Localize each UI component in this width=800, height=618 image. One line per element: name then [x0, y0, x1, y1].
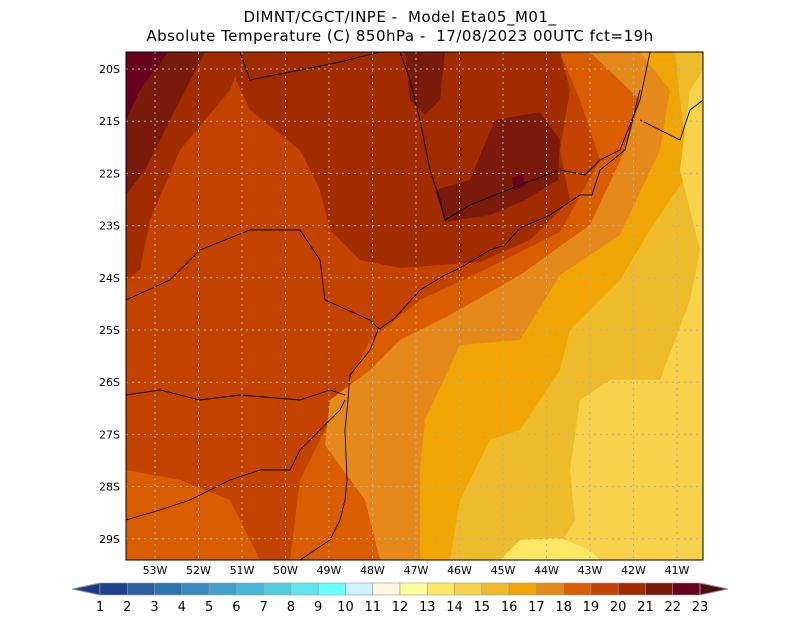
- contour-22-23-spot: [512, 174, 526, 190]
- contour-14-15: [550, 70, 703, 560]
- colorbar-swatch: [290, 582, 319, 596]
- lat-label: 21S: [99, 115, 120, 128]
- colorbar-label: 17: [528, 600, 545, 615]
- title-line-1: DIMNT/CGCT/INPE - Model Eta05_M01_: [243, 8, 557, 26]
- colorbar-label: 18: [555, 600, 572, 615]
- colorbar-label: 20: [610, 600, 627, 615]
- colorbar-swatch: [372, 582, 401, 596]
- colorbar-swatch: [454, 582, 483, 596]
- state-border: [399, 52, 651, 221]
- colorbar-label: 14: [446, 600, 463, 615]
- colorbar-swatch: [99, 582, 128, 596]
- state-border: [126, 389, 346, 401]
- colorbar-label: 8: [287, 600, 295, 615]
- colorbar-label: 9: [314, 600, 322, 615]
- lon-label: 52W: [186, 564, 211, 577]
- colorbar-swatch: [672, 582, 701, 596]
- coastline: [126, 52, 703, 560]
- colorbar-label: 2: [123, 600, 131, 615]
- colorbar-swatch: [563, 582, 592, 596]
- colorbar-label: 21: [637, 600, 654, 615]
- title-line-2: Absolute Temperature (C) 850hPa - 17/08/…: [146, 27, 654, 45]
- lon-label: 53W: [143, 564, 168, 577]
- colorbar-swatch: [536, 582, 564, 596]
- colorbar-label: 19: [583, 600, 600, 615]
- lat-label: 27S: [99, 428, 120, 441]
- lat-label: 25S: [99, 324, 120, 337]
- lon-label: 42W: [621, 564, 646, 577]
- lat-label: 29S: [99, 533, 120, 546]
- colorbar-swatch: [645, 582, 674, 596]
- colorbar-label: 7: [259, 600, 267, 615]
- colorbar-swatch: [236, 582, 264, 596]
- state-border: [639, 99, 703, 141]
- colorbar-swatch: [345, 582, 374, 596]
- lon-label: 48W: [360, 564, 385, 577]
- colorbar-label: 6: [232, 600, 240, 615]
- colorbar-swatch: [508, 582, 537, 596]
- colorbar-label: 4: [178, 600, 186, 615]
- lon-label: 44W: [534, 564, 559, 577]
- lon-label: 51W: [230, 564, 255, 577]
- lon-label: 43W: [578, 564, 603, 577]
- colorbar-label: 22: [664, 600, 681, 615]
- contour-13-14: [500, 538, 600, 560]
- colorbar-swatch: [126, 582, 155, 596]
- contour-22-23: [126, 52, 168, 120]
- colorbar-swatch: [617, 582, 646, 596]
- graticule: [126, 52, 703, 560]
- lat-label: 26S: [99, 376, 120, 389]
- colorbar-low-arrow: [71, 582, 101, 596]
- colorbar-label: 1: [96, 600, 104, 615]
- colorbar-label: 23: [692, 600, 709, 615]
- colorbar: 1 2 3 4 5 6 7 8 9 10 11 12 13 14 15 16 17 18 19 20 21 22 23: [71, 582, 729, 615]
- colorbar-label: 13: [419, 600, 436, 615]
- lat-label: 20S: [99, 63, 120, 76]
- lon-label: 45W: [491, 564, 516, 577]
- colorbar-swatch: [399, 582, 428, 596]
- lon-label: 41W: [665, 564, 690, 577]
- state-border: [126, 229, 381, 331]
- colorbar-swatch: [590, 582, 619, 596]
- lon-label: 47W: [404, 564, 429, 577]
- colorbar-swatch: [317, 582, 346, 596]
- lon-label: 46W: [447, 564, 472, 577]
- colorbar-swatch: [481, 582, 510, 596]
- colorbar-label: 5: [205, 600, 213, 615]
- contour-21-22: [126, 52, 205, 195]
- colorbar-swatch: [154, 582, 183, 596]
- longitude-labels: 53W 52W 51W 50W 49W 48W 47W 46W 45W 44W 43W 42W 41W: [143, 564, 690, 577]
- colorbar-high-arrow: [699, 582, 729, 596]
- colorbar-label: 15: [474, 600, 491, 615]
- state-border: [126, 399, 346, 521]
- colorbar-label: 10: [337, 600, 354, 615]
- colorbar-label: 16: [501, 600, 518, 615]
- colorbar-label: 11: [364, 600, 381, 615]
- lat-label: 28S: [99, 481, 120, 494]
- temperature-field: [126, 52, 703, 560]
- map-frame: [125, 51, 704, 561]
- lat-label: 22S: [99, 167, 120, 180]
- colorbar-swatch: [208, 582, 237, 596]
- lon-label: 49W: [317, 564, 342, 577]
- colorbar-swatch: [263, 582, 292, 596]
- latitude-labels: 20S 21S 22S 23S 24S 25S 26S 27S 28S 29S: [99, 63, 120, 546]
- lat-label: 24S: [99, 272, 120, 285]
- contour-18-19-sw: [126, 470, 260, 560]
- state-border: [239, 52, 381, 81]
- colorbar-swatch: [181, 582, 210, 596]
- lat-label: 23S: [99, 220, 120, 233]
- colorbar-label: 12: [392, 600, 409, 615]
- contour-21-22-center: [435, 112, 560, 222]
- colorbar-label: 3: [150, 600, 158, 615]
- colorbar-swatch: [426, 582, 455, 596]
- lon-label: 50W: [273, 564, 298, 577]
